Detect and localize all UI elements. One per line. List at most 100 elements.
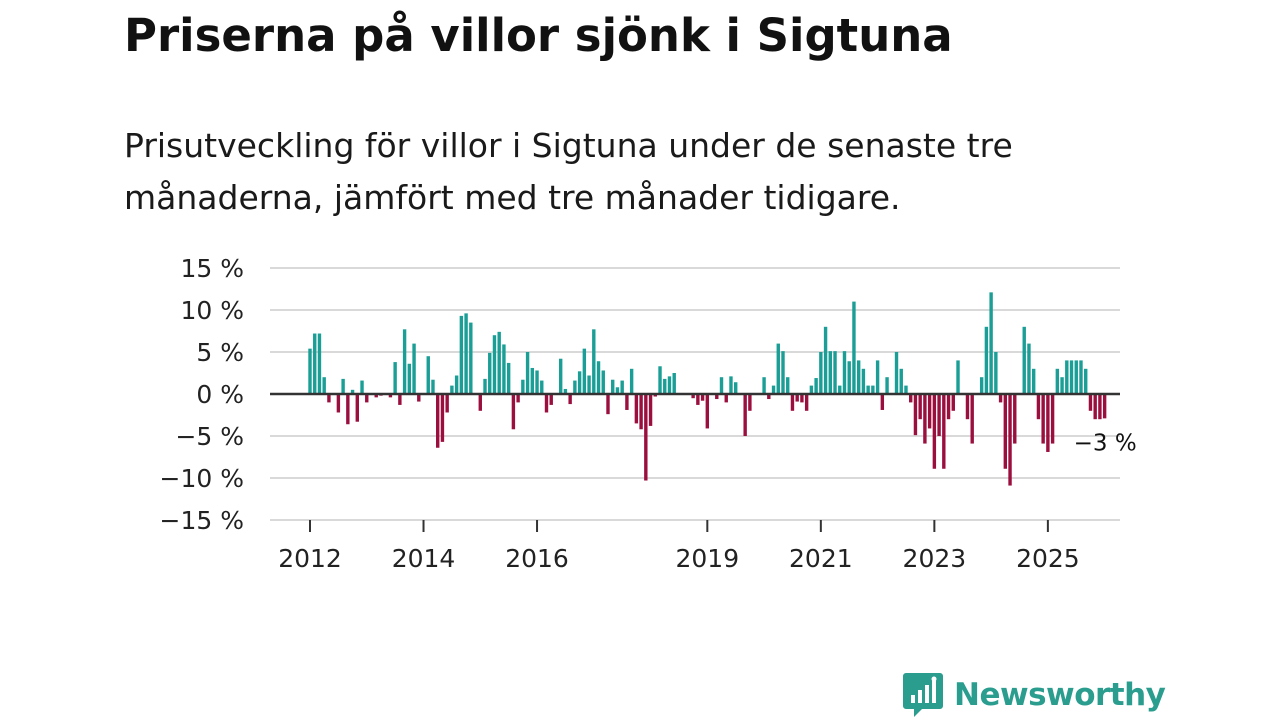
y-axis-ticks: 15 % 10 % 5 % 0 % −5 % −10 % −15 % (160, 254, 244, 535)
bar (979, 377, 984, 394)
bar (398, 394, 402, 405)
bar (644, 394, 648, 481)
bar (582, 348, 587, 394)
y-tick-label: 0 % (196, 380, 244, 409)
bar (691, 394, 695, 399)
x-axis-ticks: 2012 2014 2016 2019 2021 2023 2025 (278, 520, 1080, 573)
brand-name: Newsworthy (954, 677, 1166, 713)
bar (436, 394, 440, 448)
bar (502, 344, 506, 394)
bar (667, 376, 672, 394)
bar (639, 394, 643, 430)
bar (1022, 326, 1026, 394)
bar (615, 387, 620, 394)
bar (322, 377, 326, 394)
bar (989, 292, 993, 394)
bar (464, 313, 468, 394)
bar (819, 352, 823, 394)
bar (734, 382, 738, 394)
bar (549, 394, 553, 405)
bar (341, 378, 345, 394)
bar (866, 385, 870, 394)
bar (1098, 394, 1102, 420)
bar (909, 394, 913, 403)
bar (488, 352, 492, 394)
y-tick-label: −5 % (175, 422, 244, 451)
newsworthy-logo-icon (903, 673, 943, 717)
bar (1065, 360, 1069, 394)
chart-subtitle: Prisutveckling för villor i Sigtuna unde… (124, 126, 1013, 217)
last-value-label: −3 % (1074, 431, 1137, 457)
bar (942, 394, 946, 469)
bar (563, 388, 568, 394)
bar (880, 394, 885, 410)
bar (568, 394, 572, 405)
bar (946, 394, 951, 420)
bar (1074, 360, 1078, 394)
bar (412, 343, 416, 394)
bar (1003, 394, 1008, 469)
bar (592, 329, 596, 394)
bar (360, 380, 364, 394)
bar (525, 352, 530, 394)
bar (719, 377, 724, 394)
bar (804, 394, 809, 411)
bar (918, 394, 922, 420)
bar (1060, 377, 1064, 394)
bar (814, 378, 818, 394)
bar (800, 394, 804, 403)
bar (748, 394, 752, 411)
grid-lines (270, 267, 1120, 521)
bar (611, 379, 615, 394)
bar (809, 385, 814, 394)
bar (431, 379, 435, 394)
y-tick-label: −10 % (160, 464, 244, 493)
bar (932, 394, 937, 469)
bar (875, 360, 880, 394)
bar (648, 394, 653, 426)
bar (965, 394, 970, 420)
bar (544, 394, 549, 413)
x-tick-label: 2014 (392, 544, 456, 573)
bar (776, 343, 780, 394)
y-tick-label: −15 % (160, 506, 244, 535)
bar (786, 377, 790, 394)
bar (327, 394, 331, 403)
bar (521, 379, 525, 394)
bar (951, 394, 955, 411)
bar (469, 322, 473, 394)
bar (516, 394, 520, 403)
bar (1027, 343, 1031, 394)
bar (1093, 394, 1097, 420)
bar (573, 380, 577, 394)
bar (700, 394, 705, 401)
bar (871, 385, 875, 394)
bar (956, 360, 960, 394)
bar (606, 394, 610, 415)
bar (1069, 360, 1074, 394)
x-tick-label: 2019 (676, 544, 740, 573)
chart-title: Priserna på villor sjönk i Sigtuna (124, 9, 953, 62)
bar (1050, 394, 1055, 444)
bar (426, 356, 430, 394)
bar (625, 394, 629, 410)
bar (350, 389, 355, 394)
bar (823, 326, 828, 394)
bar (923, 394, 927, 444)
bar (672, 373, 676, 394)
bar (1055, 368, 1060, 394)
bar (336, 394, 341, 413)
bar (417, 394, 421, 402)
bar (696, 394, 700, 405)
bar (1041, 394, 1045, 444)
bar (558, 358, 563, 394)
bar (833, 351, 837, 394)
bar (402, 329, 407, 394)
bar (842, 351, 847, 394)
bar (596, 361, 601, 394)
bar (767, 394, 771, 400)
bar (454, 375, 459, 394)
bar (838, 385, 842, 394)
bar (450, 385, 454, 394)
bar (771, 385, 776, 394)
